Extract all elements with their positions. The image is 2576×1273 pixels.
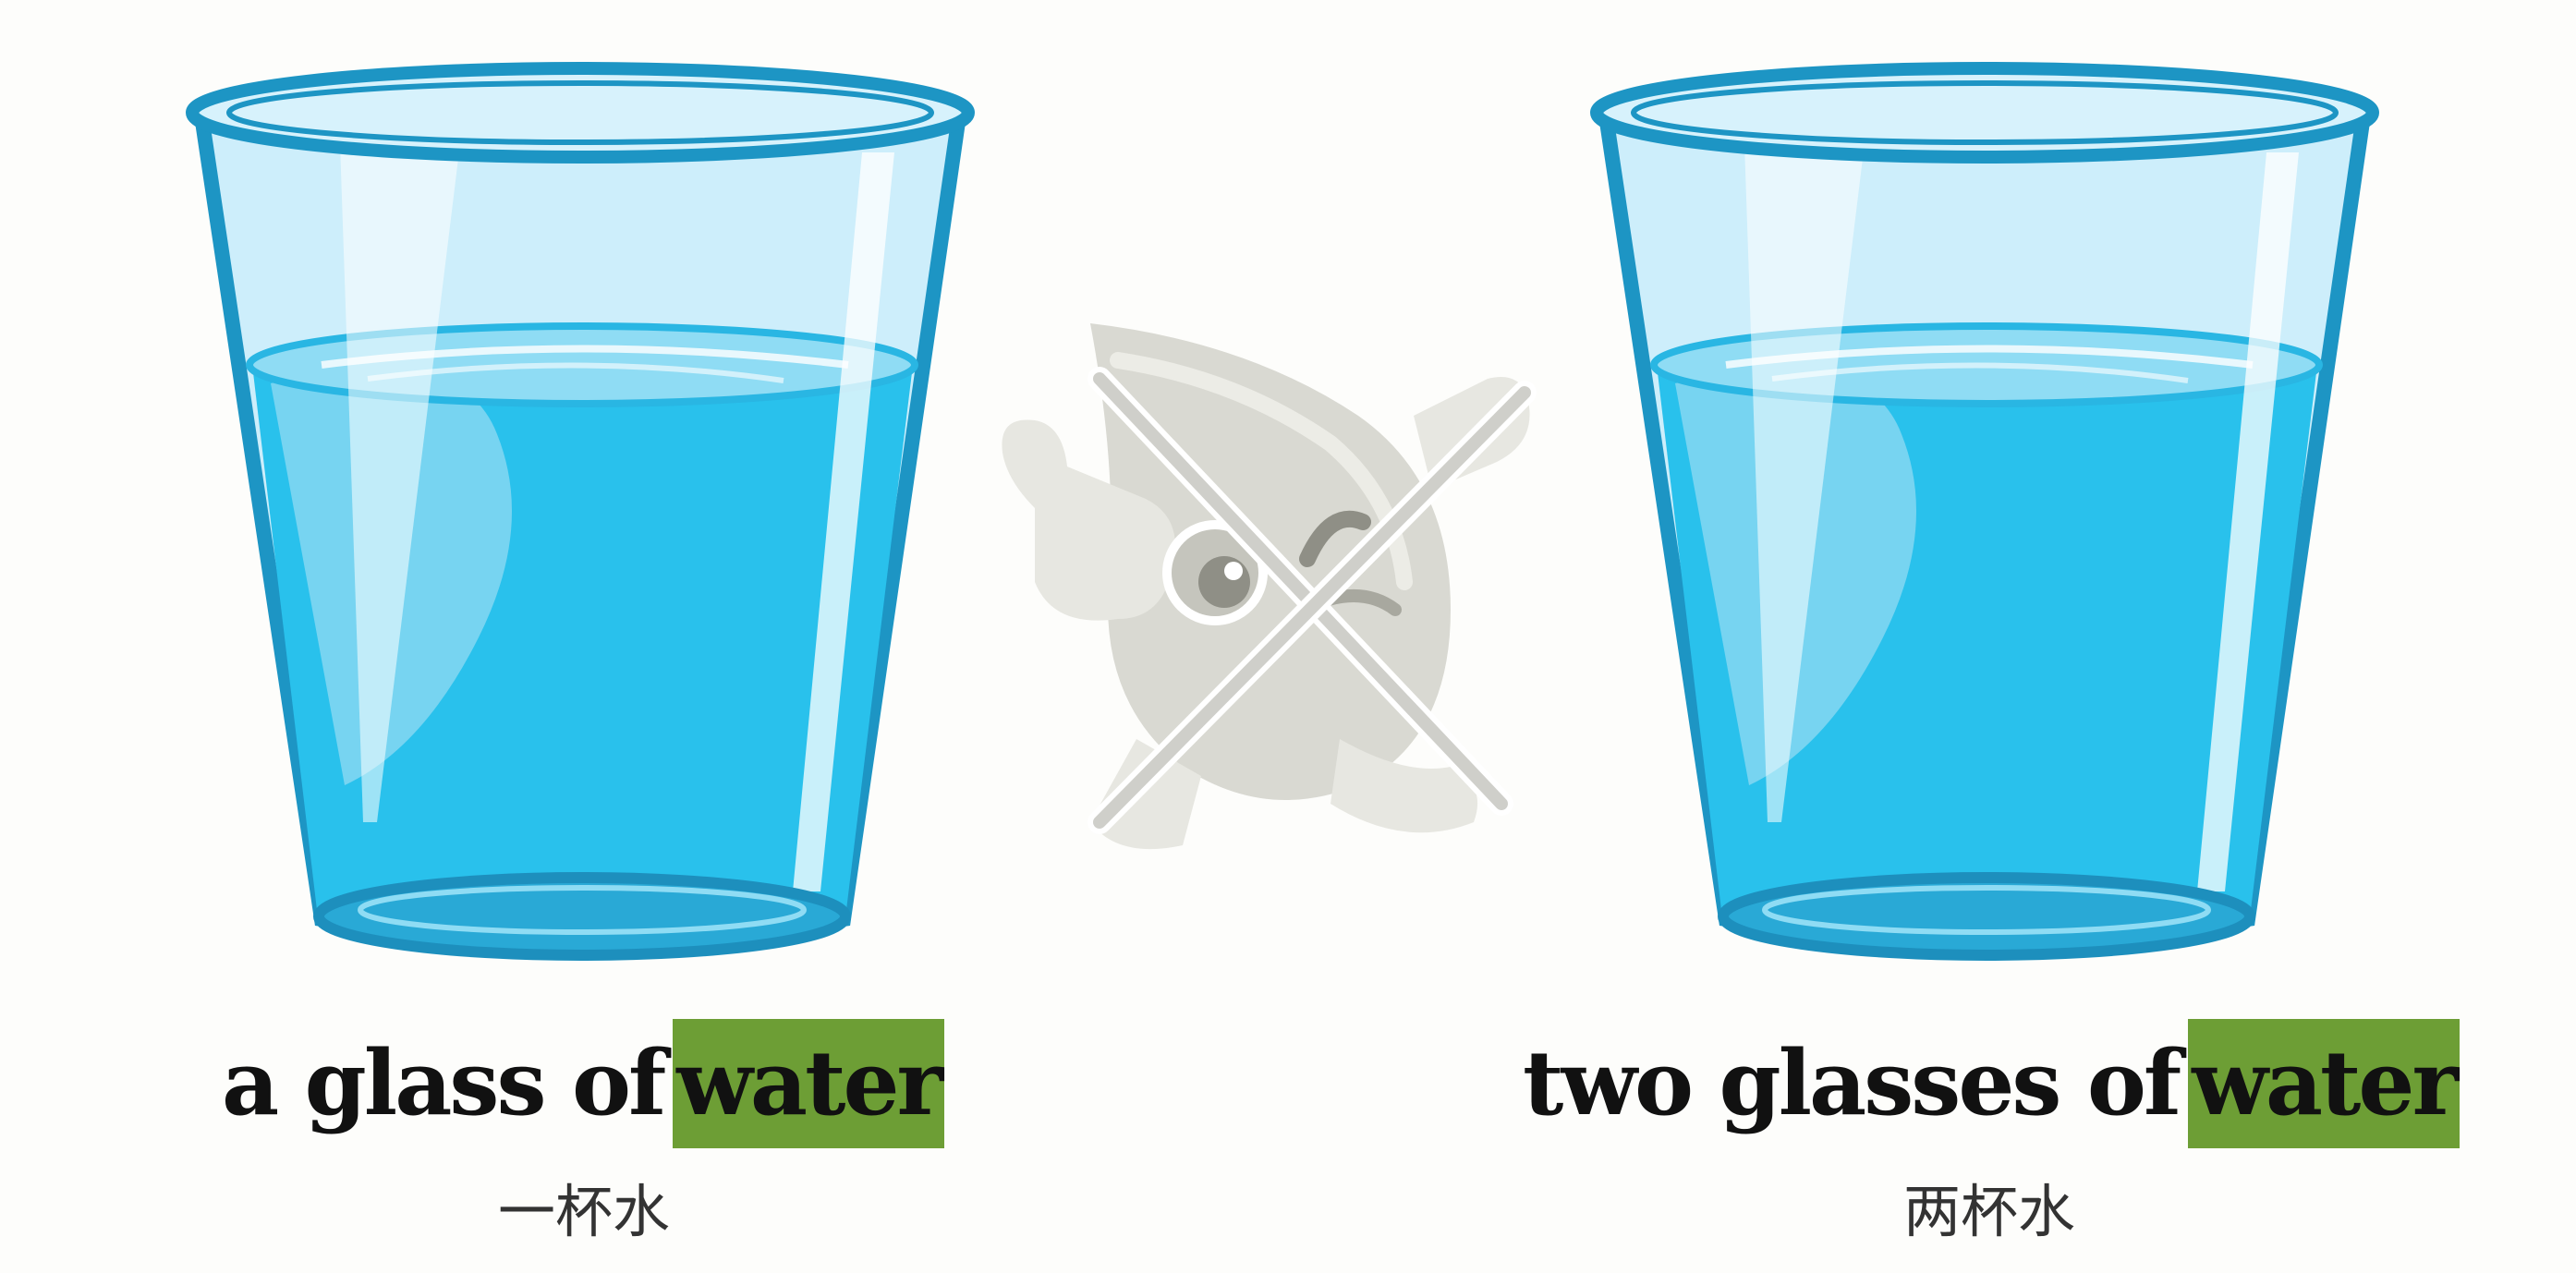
caption-two-glasses-of-water: two glasses of water [1523, 1014, 2461, 1153]
caption-prefix: a glass of [222, 1031, 666, 1135]
glass-of-water-icon [1590, 62, 2379, 961]
caption-prefix: two glasses of [1523, 1031, 2181, 1135]
highlighted-word: water [673, 1019, 945, 1148]
crossed-out-thumbs-up-mascot-icon [1002, 323, 1537, 850]
highlighted-word: water [2188, 1019, 2461, 1148]
glass-of-water-icon [186, 62, 975, 961]
caption-a-glass-of-water: a glass of water [222, 1014, 945, 1153]
chinese-subtitle-right: 两杯水 [1902, 1178, 2075, 1245]
chinese-subtitle-left: 一杯水 [497, 1178, 670, 1245]
